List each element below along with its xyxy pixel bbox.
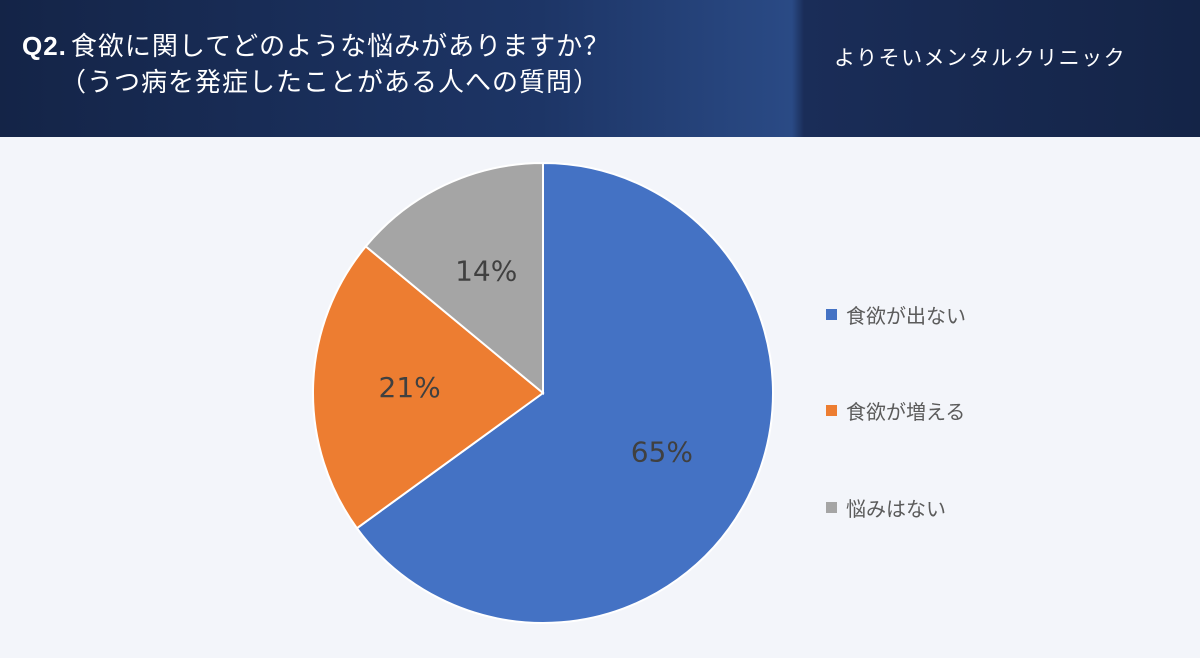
- pie-slice-increased-appetite: [312, 244, 545, 530]
- legend-swatch: [826, 309, 837, 320]
- legend-swatch: [826, 502, 837, 513]
- legend-item-no-concerns: 悩みはない: [826, 493, 946, 522]
- pie-label-increased-appetite: 21%: [379, 371, 441, 404]
- clinic-name: よりそいメンタルクリニック: [834, 46, 1127, 70]
- header-banner: Q2. 食欲に関してどのような悩みがありますか？ （うつ病を発症したことがある人へ…: [0, 0, 1200, 137]
- legend-item-no-appetite: 食欲が出ない: [826, 300, 966, 329]
- legend-label: 悩みはない: [846, 497, 946, 521]
- legend-label: 食欲が出ない: [846, 304, 966, 328]
- pie-label-no-concerns: 14%: [455, 254, 517, 287]
- pie-slice-no-appetite: [355, 161, 774, 624]
- question-text: 食欲に関してどのような悩みがありますか？: [70, 32, 611, 62]
- question-subtitle: （うつ病を発症したことがある人への質問）: [60, 68, 601, 98]
- pie-slice-no-concerns: [364, 161, 544, 396]
- question-number: Q2.: [22, 31, 67, 61]
- legend-label: 食欲が増える: [846, 400, 966, 424]
- question-title: Q2. 食欲に関してどのような悩みがありますか？: [22, 26, 610, 63]
- legend-item-increased-appetite: 食欲が増える: [826, 396, 965, 425]
- pie-label-no-appetite: 65%: [631, 436, 693, 469]
- legend-swatch: [826, 405, 837, 416]
